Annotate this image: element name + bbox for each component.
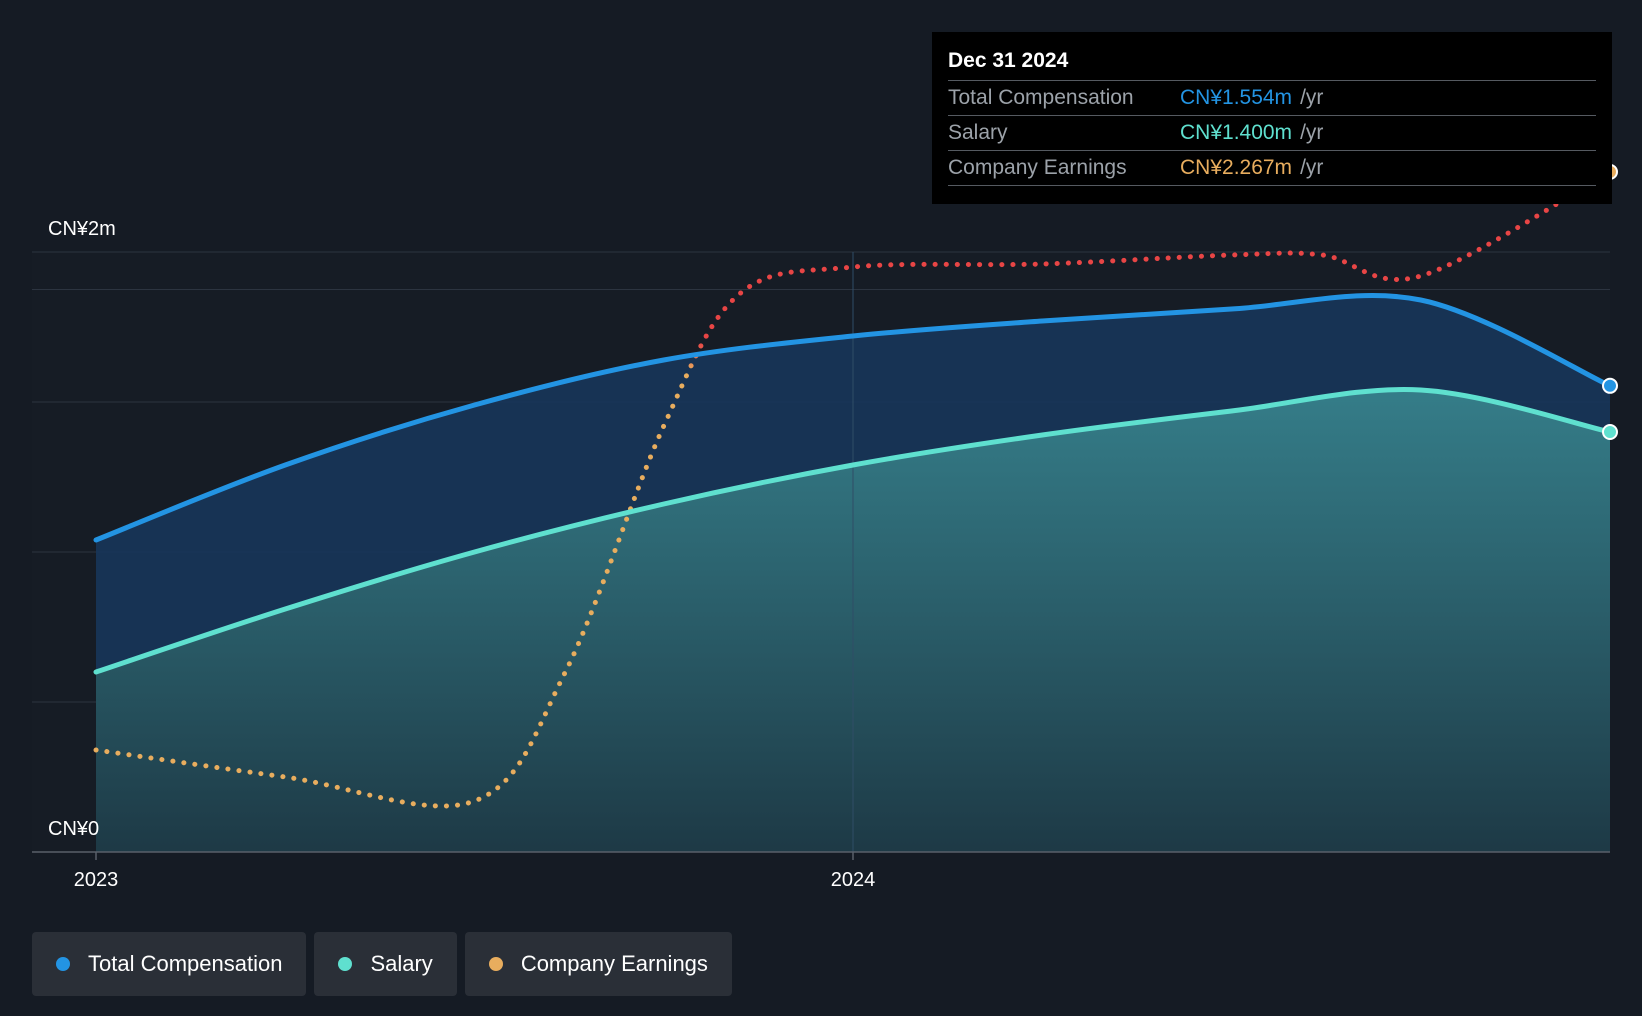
legend-item-salary[interactable]: Salary bbox=[314, 932, 457, 996]
chart-legend: Total Compensation Salary Company Earnin… bbox=[32, 932, 740, 996]
legend-label: Total Compensation bbox=[88, 951, 283, 976]
tooltip-unit: /yr bbox=[1300, 121, 1324, 144]
legend-dot-icon bbox=[488, 957, 503, 971]
x-tick-label: 2023 bbox=[74, 869, 119, 891]
chart-tooltip: Dec 31 2024 Total Compensation CN¥1.554m… bbox=[932, 32, 1612, 204]
tooltip-label: Salary bbox=[948, 121, 1008, 144]
tooltip-row-total-compensation: Total Compensation CN¥1.554m /yr bbox=[948, 81, 1596, 116]
tooltip-unit: /yr bbox=[1300, 86, 1324, 109]
tooltip-date: Dec 31 2024 bbox=[948, 46, 1596, 81]
y-axis-top-label: CN¥2m bbox=[48, 218, 116, 240]
legend-item-total-compensation[interactable]: Total Compensation bbox=[32, 932, 307, 996]
tooltip-label: Company Earnings bbox=[948, 156, 1127, 179]
tooltip-row-salary: Salary CN¥1.400m /yr bbox=[948, 116, 1596, 151]
legend-dot-icon bbox=[338, 957, 353, 971]
legend-dot-icon bbox=[56, 957, 70, 971]
total-compensation-line bbox=[93, 293, 1613, 543]
salary-end-marker bbox=[1602, 424, 1618, 440]
legend-item-company-earnings[interactable]: Company Earnings bbox=[464, 932, 732, 996]
tooltip-value: CN¥2.267m bbox=[1180, 156, 1293, 179]
tooltip-row-company-earnings: Company Earnings CN¥2.267m /yr bbox=[948, 151, 1596, 186]
tooltip-value: CN¥1.554m bbox=[1180, 86, 1293, 109]
salary-line bbox=[93, 387, 1613, 675]
tooltip-label: Total Compensation bbox=[948, 86, 1134, 109]
tooltip-unit: /yr bbox=[1300, 156, 1324, 179]
total-compensation-end-marker bbox=[1602, 377, 1618, 394]
legend-label: Company Earnings bbox=[520, 951, 708, 976]
tooltip-value: CN¥1.400m bbox=[1180, 121, 1293, 144]
x-tick-label: 2024 bbox=[831, 869, 876, 891]
company-earnings-line bbox=[93, 169, 1613, 809]
x-axis-ticks: 2023 2024 bbox=[74, 852, 876, 891]
legend-label: Salary bbox=[370, 951, 433, 976]
y-axis-bottom-label: CN¥0 bbox=[48, 818, 99, 840]
